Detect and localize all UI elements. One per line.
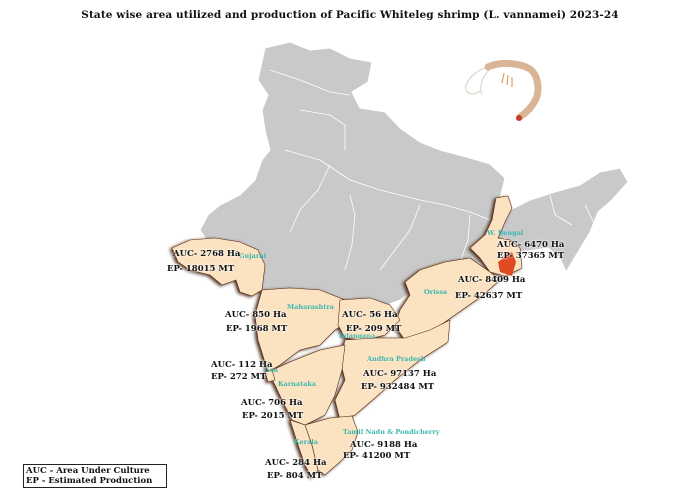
state-maharashtra — [254, 287, 351, 373]
tamil-nadu-auc: AUC- 9188 Ha — [350, 440, 418, 450]
telangana-auc: AUC- 56 Ha — [342, 310, 398, 320]
state-name-kerala: Kerala — [294, 438, 318, 446]
state-name-gujarat: Gujarat — [239, 252, 267, 260]
maharashtra-auc: AUC- 850 Ha — [225, 310, 287, 320]
karnataka-auc: AUC- 706 Ha — [241, 398, 303, 408]
west-bengal-ep: EP- 37365 MT — [497, 251, 565, 261]
state-goa — [264, 369, 276, 383]
india-grey-region — [199, 41, 629, 326]
orissa-auc: AUC- 8409 Ha — [458, 275, 526, 285]
andhra-pradesh-auc: AUC- 97137 Ha — [363, 369, 437, 379]
state-name-tamil-nadu: Tamil Nadu & Pondicherry — [343, 428, 440, 436]
kerala-auc: AUC- 284 Ha — [265, 458, 327, 468]
west-bengal-hotspot — [498, 252, 516, 276]
telangana-ep: EP- 209 MT — [346, 324, 402, 334]
legend-ep: EP - Estimated Production — [26, 476, 153, 486]
state-tamil-nadu — [304, 415, 359, 476]
goa-ep: EP- 272 MT — [211, 372, 267, 382]
state-name-andhra-pradesh: Andhra Pradesh — [367, 355, 426, 363]
legend-box: AUC - Area Under Culture EP - Estimated … — [23, 464, 167, 488]
gujarat-auc: AUC- 2768 Ha — [173, 249, 241, 259]
tamil-nadu-ep: EP- 41200 MT — [343, 451, 411, 461]
shrimp-image — [465, 59, 542, 121]
state-gujarat — [171, 237, 266, 297]
state-orissa — [394, 257, 501, 341]
state-name-orissa: Orissa — [424, 288, 448, 296]
state-andhra-pradesh — [334, 319, 451, 421]
andhra-pradesh-ep: EP- 932484 MT — [361, 382, 435, 392]
west-bengal-auc: AUC- 6470 Ha — [497, 240, 565, 250]
state-name-goa: Goa — [264, 366, 279, 374]
state-name-telangana: Telangana — [338, 332, 376, 340]
state-name-maharashtra: Maharashtra — [287, 303, 335, 311]
state-boundaries — [269, 69, 596, 271]
map-title: State wise area utilized and production … — [81, 9, 619, 21]
karnataka-ep: EP- 2015 MT — [242, 411, 304, 421]
state-name-karnataka: Karnataka — [278, 380, 317, 388]
goa-auc: AUC- 112 Ha — [211, 360, 273, 370]
orissa-ep: EP- 42637 MT — [455, 291, 523, 301]
state-karnataka — [267, 344, 346, 426]
gujarat-ep: EP- 18015 MT — [167, 264, 235, 274]
state-telangana — [337, 297, 401, 341]
state-name-west-bengal: W. Bengal — [487, 229, 524, 237]
kerala-ep: EP- 804 MT — [267, 471, 323, 481]
legend-auc: AUC - Area Under Culture — [26, 466, 150, 476]
maharashtra-ep: EP- 1968 MT — [226, 324, 288, 334]
